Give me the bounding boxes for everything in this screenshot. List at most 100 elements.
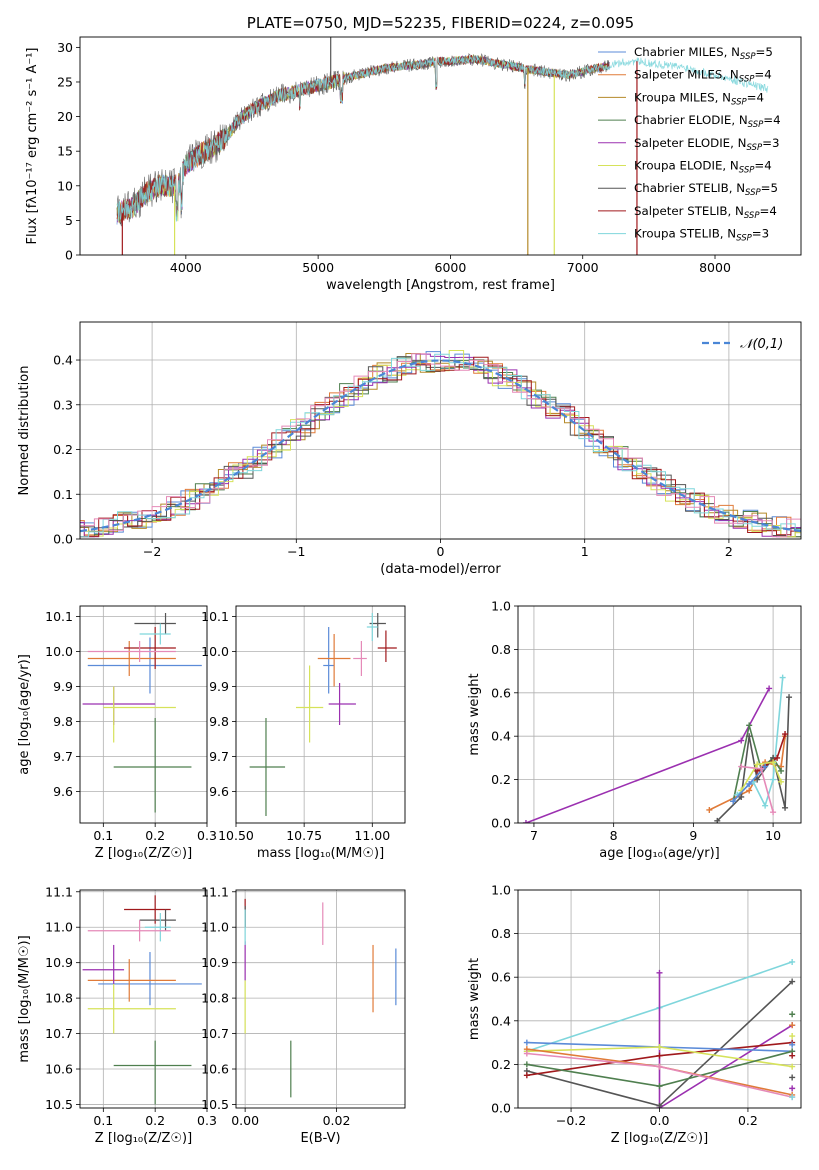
weight-marker [789,978,796,985]
axes-frame [79,889,208,1109]
weight-marker [746,722,753,729]
x-axis-label: Z [log₁₀(Z/Z☉)] [95,846,192,861]
y-tick-label: 1.0 [491,599,511,614]
axes-frame [79,36,802,256]
x-tick-label: 11.00 [354,828,390,843]
weight-marker [770,776,777,783]
weight-marker [754,776,761,783]
x-tick-label: 0.1 [93,828,113,843]
y-tick-label: 10.7 [201,1026,229,1041]
histogram-series [80,353,801,538]
spectrum-panel: 4000 5000 6000 7000 8000 0 5 10 15 20 25 30 waveleng… [25,14,802,293]
x-tick-label: 0.3 [197,828,217,843]
x-tick-label: 0.3 [197,1113,217,1128]
weight-marker [762,802,769,809]
y-tick-label: 10.7 [45,1026,73,1041]
weight-marker [656,1043,663,1050]
mass-vs-ebv-panel: 0.00 0.02 10.5 10.6 10.7 10.8 10.9 11.0 11.1 E(B-… [201,884,406,1146]
x-tick-label: −0.2 [556,1113,586,1128]
weight-marker [523,1050,530,1057]
y-tick-label: 20 [57,109,73,124]
x-tick-label: 8000 [699,260,731,275]
x-tick-label: 2 [725,544,733,559]
legend-entry: Kroupa STELIB, NSSP=3 [634,227,769,244]
weight-marker [770,759,777,766]
x-tick-label: 6000 [435,260,467,275]
weight-marker [789,1094,796,1101]
legend-entry: Salpeter STELIB, NSSP=4 [634,204,777,221]
axes-frame [235,889,406,1109]
plot-area [116,37,769,255]
histogram-series [80,353,801,538]
y-tick-label: 0.8 [491,642,511,657]
x-tick-label: 4000 [170,260,202,275]
y-axis-label: mass weight [467,673,482,755]
weight-marker [782,804,789,811]
weight-marker [766,685,773,692]
x-axis-label: Z [log₁₀(Z/Z☉)] [611,1131,708,1146]
weight-marker [738,737,745,744]
x-tick-label: 9 [689,828,697,843]
weight-marker [778,778,785,785]
weight-marker [789,1052,796,1059]
weight-series [716,697,790,822]
weight-marker [738,763,745,770]
y-tick-label: 9.9 [53,679,73,694]
y-tick-label: 11.1 [201,884,229,899]
plot-area [523,958,796,1108]
x-tick-label: 8 [610,828,618,843]
weight-marker [770,809,777,816]
legend-entry: Chabrier STELIB, NSSP=5 [634,181,778,198]
y-tick-label: 25 [57,74,73,89]
mass-vs-metallicity-panel: 0.1 0.2 0.3 10.5 10.6 10.7 10.8 10.9 11.0 11.1 Z [… [17,884,217,1146]
x-tick-label: 10.50 [218,828,254,843]
x-tick-label: 7000 [567,260,599,275]
weight-marker [789,958,796,965]
weight-marker [782,731,789,738]
y-tick-label: 11.0 [45,920,73,935]
y-tick-label: 10.5 [45,1097,73,1112]
weight-marker [754,761,761,768]
plot-area [522,674,793,823]
plot-area [80,350,801,538]
y-tick-label: 9.9 [209,679,229,694]
y-axis-label: mass weight [467,958,482,1040]
x-tick-label: −2 [143,544,161,559]
y-tick-label: 0.6 [491,685,511,700]
y-tick-label: 0.0 [491,1101,511,1116]
y-tick-label: 30 [57,40,73,55]
y-tick-label: 9.8 [53,714,73,729]
weight-marker [789,1033,796,1040]
x-axis-label: wavelength [Angstrom, rest frame] [326,278,555,293]
residuals-panel: −2 −1 0 1 2 0.0 0.1 0.2 0.3 0.4 (data-model)/error… [17,321,802,577]
gaussian-curve [80,359,801,533]
age-vs-metallicity-panel: 0.1 0.2 0.3 9.6 9.7 9.8 9.9 10.0 10.1 Z [log₁₀(Z/… [17,605,217,861]
y-axis-label: Normed distribution [17,366,32,496]
weight-marker [758,765,765,772]
weight-marker [706,806,713,813]
y-tick-label: 9.7 [209,749,229,764]
y-tick-label: 10 [57,178,73,193]
y-tick-label: 0.0 [53,532,73,547]
weight-marker [774,754,781,761]
x-tick-label: 10 [765,828,781,843]
chart-title: PLATE=0750, MJD=52235, FIBERID=0224, z=0… [247,14,634,32]
y-tick-label: 10.6 [45,1062,73,1077]
x-axis-label: E(B-V) [300,1131,340,1146]
y-tick-label: 9.6 [209,784,229,799]
weight-marker [746,733,753,740]
spectrum-line [116,54,610,223]
spectrum-line [116,55,610,223]
x-tick-label: 0.00 [231,1113,259,1128]
y-tick-label: 10.0 [45,644,73,659]
y-tick-label: 10.8 [201,991,229,1006]
weight-marker [656,969,663,976]
axes-frame [235,605,406,824]
x-axis-label: age [log₁₀(age/yr)] [599,846,720,861]
histogram-series [80,356,801,538]
y-tick-label: 10.5 [201,1097,229,1112]
y-tick-label: 0 [65,248,73,263]
weight-marker [656,1083,663,1090]
y-tick-label: 9.6 [53,784,73,799]
